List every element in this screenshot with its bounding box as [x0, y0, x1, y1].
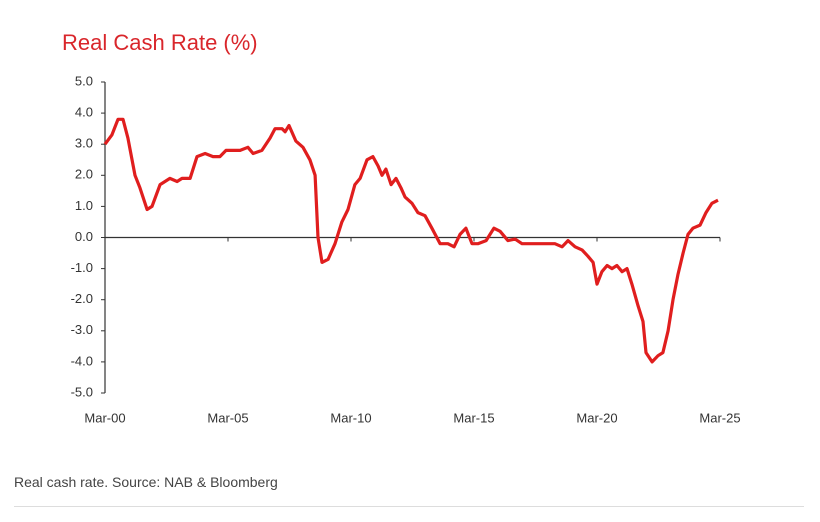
divider: [14, 506, 804, 507]
chart: Real Cash Rate (%) 5.0 4.0 3.0 2.0 1.0 0.0 -1.…: [62, 30, 741, 426]
caption: Real cash rate. Source: NAB & Bloomberg: [14, 474, 278, 490]
y-tick-label: 5.0: [75, 73, 93, 88]
x-tick-label: Mar-25: [699, 410, 740, 425]
x-tick-label: Mar-10: [330, 410, 371, 425]
y-tick-label: -3.0: [71, 322, 93, 337]
x-tick-label: Mar-20: [576, 410, 617, 425]
x-tick-label: Mar-00: [84, 410, 125, 425]
y-tick-label: 4.0: [75, 105, 93, 120]
y-tick-label: -1.0: [71, 260, 93, 275]
x-tick-label: Mar-05: [207, 410, 248, 425]
x-tick-label: Mar-15: [453, 410, 494, 425]
data-line: [103, 117, 719, 364]
y-tick-label: 2.0: [75, 167, 93, 182]
y-tick-label: 1.0: [75, 198, 93, 213]
y-tick-label: -4.0: [71, 353, 93, 368]
y-tick-label: 0.0: [75, 229, 93, 244]
y-tick-label: 3.0: [75, 136, 93, 151]
y-tick-label: -5.0: [71, 384, 93, 399]
chart-title: Real Cash Rate (%): [62, 30, 258, 55]
y-tick-label: -2.0: [71, 291, 93, 306]
